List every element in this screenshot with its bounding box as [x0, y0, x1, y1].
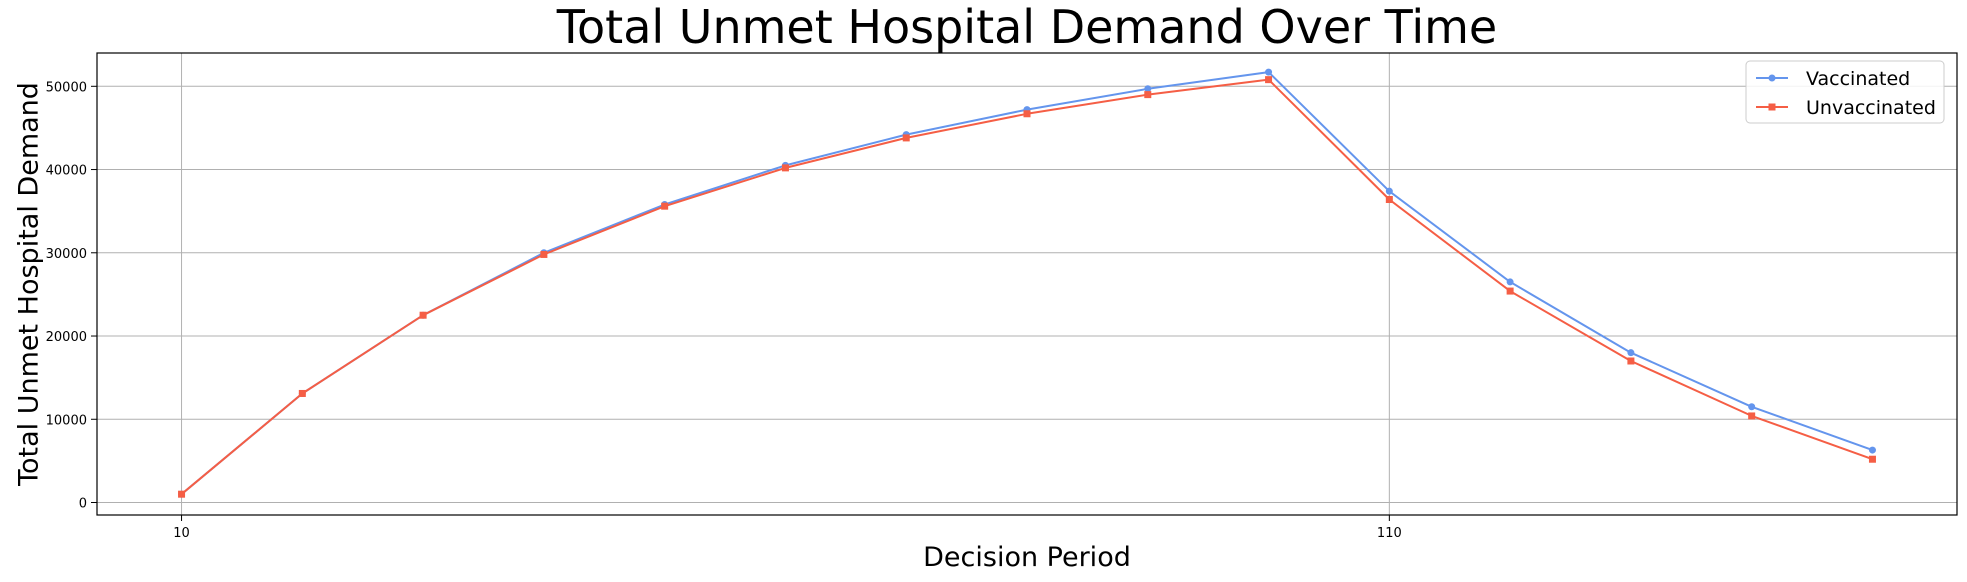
legend: Vaccinated Unvaccinated — [1745, 60, 1945, 124]
y-tick-label: 10000 — [46, 413, 87, 428]
data-point-unvaccinated — [419, 311, 427, 319]
y-tick-label: 0 — [79, 497, 87, 512]
y-tick-label: 20000 — [46, 330, 87, 345]
data-point-vaccinated — [1265, 68, 1273, 76]
data-point-unvaccinated — [1144, 91, 1152, 99]
legend-marker — [1768, 103, 1776, 111]
axis-ticks: 0 10000 20000 30000 40000 50000 10 110 — [46, 80, 1402, 541]
data-point-vaccinated — [1506, 278, 1514, 286]
data-point-unvaccinated — [1748, 412, 1756, 420]
y-tick-label: 30000 — [46, 247, 87, 262]
data-point-unvaccinated — [1868, 455, 1876, 463]
data-point-unvaccinated — [178, 490, 186, 498]
data-point-vaccinated — [1748, 403, 1756, 411]
plot-frame — [96, 52, 1958, 516]
data-point-unvaccinated — [1265, 76, 1273, 84]
chart-title: Total Unmet Hospital Demand Over Time — [556, 0, 1497, 54]
y-axis-label: Total Unmet Hospital Demand — [14, 82, 45, 487]
y-tick-label: 40000 — [46, 164, 87, 179]
data-point-unvaccinated — [1023, 110, 1031, 118]
data-point-vaccinated — [1144, 85, 1152, 93]
series-layer — [178, 68, 1876, 498]
grid — [97, 53, 1957, 515]
legend-label-unvaccinated: Unvaccinated — [1806, 97, 1936, 119]
series-line-vaccinated — [180, 71, 1873, 495]
data-point-vaccinated — [1385, 187, 1393, 195]
data-point-unvaccinated — [540, 250, 548, 258]
data-point-unvaccinated — [298, 389, 306, 397]
y-tick-label: 50000 — [46, 80, 87, 95]
data-point-unvaccinated — [1506, 287, 1514, 295]
data-point-unvaccinated — [1627, 357, 1635, 365]
legend-label-vaccinated: Vaccinated — [1806, 68, 1910, 90]
data-point-vaccinated — [1627, 349, 1635, 357]
data-point-unvaccinated — [781, 164, 789, 172]
x-tick-label: 10 — [173, 526, 190, 541]
x-axis-label: Decision Period — [923, 542, 1131, 573]
data-point-vaccinated — [1868, 446, 1876, 454]
data-point-unvaccinated — [902, 134, 910, 142]
data-point-unvaccinated — [661, 202, 669, 210]
x-tick-label: 110 — [1377, 526, 1402, 541]
legend-marker — [1768, 74, 1776, 82]
series-line-unvaccinated — [180, 78, 1873, 495]
data-point-unvaccinated — [1385, 196, 1393, 204]
legend-box — [1745, 60, 1945, 124]
